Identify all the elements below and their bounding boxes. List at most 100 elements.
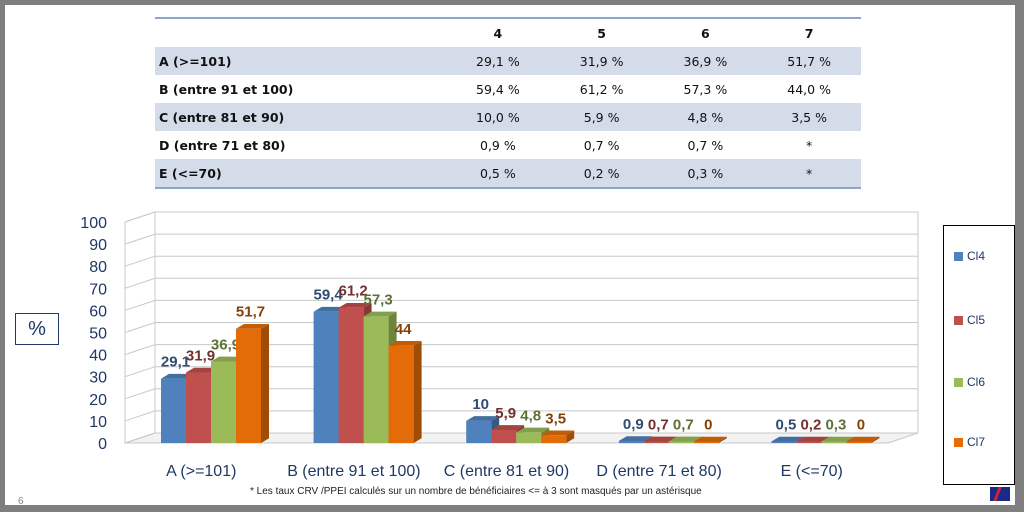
row-label: A (>=101): [155, 47, 446, 75]
bar: [796, 441, 822, 443]
bar-side: [566, 430, 575, 443]
bar-top: [186, 367, 219, 373]
bar-top: [338, 302, 372, 308]
bar: [388, 345, 414, 443]
y-tick-label: 90: [89, 237, 107, 254]
gridline: [124, 410, 918, 422]
legend-swatch: [954, 437, 963, 447]
data-label: 36,9: [211, 336, 240, 353]
bar-top: [846, 436, 880, 442]
table-row: E (<=70) 0,5 % 0,2 % 0,3 % *: [155, 159, 861, 189]
y-tick-label: 70: [89, 281, 107, 298]
bar: [643, 441, 669, 443]
legend-label: Cl4: [967, 249, 986, 263]
y-tick-label: 80: [89, 259, 107, 276]
y-tick-label: 100: [80, 215, 107, 232]
gridline: [124, 211, 918, 223]
table-cell: 5,9 %: [549, 103, 654, 131]
data-label: 0,7: [648, 416, 669, 433]
y-tick-label: 0: [98, 436, 107, 453]
table-cell: 51,7 %: [757, 47, 861, 75]
data-label: 0,5: [775, 417, 796, 434]
x-tick-label: E (<=70): [781, 463, 843, 480]
table-row: B (entre 91 et 100) 59,4 % 61,2 % 57,3 %…: [155, 75, 861, 103]
legend-item-cl6: Cl6: [954, 375, 985, 389]
table-cell: 61,2 %: [579, 81, 624, 97]
x-tick-label: B (entre 91 et 100): [287, 463, 420, 480]
bar-top: [491, 425, 525, 430]
footnote: * Les taux CRV /PPEI calculés sur un nom…: [250, 486, 702, 497]
table-cell: 59,4 %: [476, 81, 520, 97]
data-label: 0,3: [825, 417, 846, 434]
unit-label: %: [15, 313, 59, 345]
gridline: [124, 366, 918, 378]
y-tick-label: 30: [89, 370, 107, 387]
bar-top: [466, 416, 500, 421]
table-corner: [155, 17, 446, 47]
bar-side: [718, 436, 727, 443]
axa-logo-icon: [990, 487, 1010, 501]
legend: Cl4 Cl5 Cl6 Cl7: [943, 225, 1015, 485]
bar-top: [236, 323, 269, 329]
legend-swatch: [954, 315, 963, 325]
y-tick-label: 40: [89, 348, 107, 365]
bar: [338, 307, 364, 443]
row-label: E (<=70): [155, 159, 446, 189]
table-row: A (>=101) 29,1 % 31,9 % 36,9 % 51,7 %: [155, 47, 861, 75]
gridline: [124, 233, 918, 245]
bar-top: [668, 436, 702, 442]
bar-top: [796, 436, 830, 442]
table-cell: 31,9 %: [549, 47, 654, 75]
table-cell: *: [757, 159, 861, 189]
bar-side: [871, 436, 880, 443]
logo-slash: [993, 487, 1002, 501]
x-tick-label: A (>=101): [166, 463, 236, 480]
bar-top: [618, 436, 652, 442]
row-label: B (entre 91 et 100): [159, 81, 294, 97]
y-tick-label: 50: [89, 326, 107, 343]
data-label: 31,9: [186, 348, 215, 365]
bar: [491, 429, 517, 443]
bar-top: [693, 436, 727, 442]
column-header: 6: [653, 17, 758, 47]
row-label: C (entre 81 et 90): [155, 103, 446, 131]
x-tick-label: D (entre 71 et 80): [596, 463, 721, 480]
bar: [541, 435, 567, 443]
bar: [211, 361, 236, 443]
table-cell: 44,0 %: [787, 81, 831, 97]
data-label: 0,7: [673, 416, 694, 433]
legend-item-cl7: Cl7: [954, 435, 985, 449]
bar-top: [161, 373, 194, 379]
y-tick-label: 60: [89, 303, 107, 320]
bar: [363, 316, 389, 443]
column-header: 4: [446, 17, 550, 47]
page-number: 6: [18, 496, 24, 507]
bar-top: [541, 430, 575, 436]
bar: [186, 372, 211, 443]
gridline: [124, 277, 918, 289]
table-cell: 3,5 %: [757, 103, 861, 131]
legend-label: Cl6: [967, 375, 986, 389]
data-label: 0: [704, 417, 712, 434]
bar: [821, 441, 847, 443]
data-label: 29,1: [161, 354, 190, 371]
table-cell: *: [806, 137, 813, 153]
table-cell: 0,9 %: [480, 137, 516, 153]
data-label: 4,8: [520, 407, 541, 424]
column-header: 7: [757, 17, 861, 47]
y-tick-label: 10: [89, 414, 107, 431]
table-row: C (entre 81 et 90) 10,0 % 5,9 % 4,8 % 3,…: [155, 103, 861, 131]
data-label: 3,5: [545, 410, 566, 427]
bar-top: [771, 436, 805, 442]
gridline: [124, 255, 918, 267]
bar-top: [643, 436, 677, 442]
legend-swatch: [954, 377, 963, 387]
table-cell: 4,8 %: [653, 103, 758, 131]
legend-label: Cl7: [967, 435, 986, 449]
data-label: 5,9: [495, 405, 516, 422]
data-table: 4 5 6 7 A (>=101) 29,1 % 31,9 % 36,9 % 5…: [155, 17, 861, 189]
data-label: 44: [395, 321, 412, 338]
table-header-row: 4 5 6 7: [155, 17, 861, 47]
table-cell: 10,0 %: [446, 103, 550, 131]
bar-top: [388, 340, 422, 346]
